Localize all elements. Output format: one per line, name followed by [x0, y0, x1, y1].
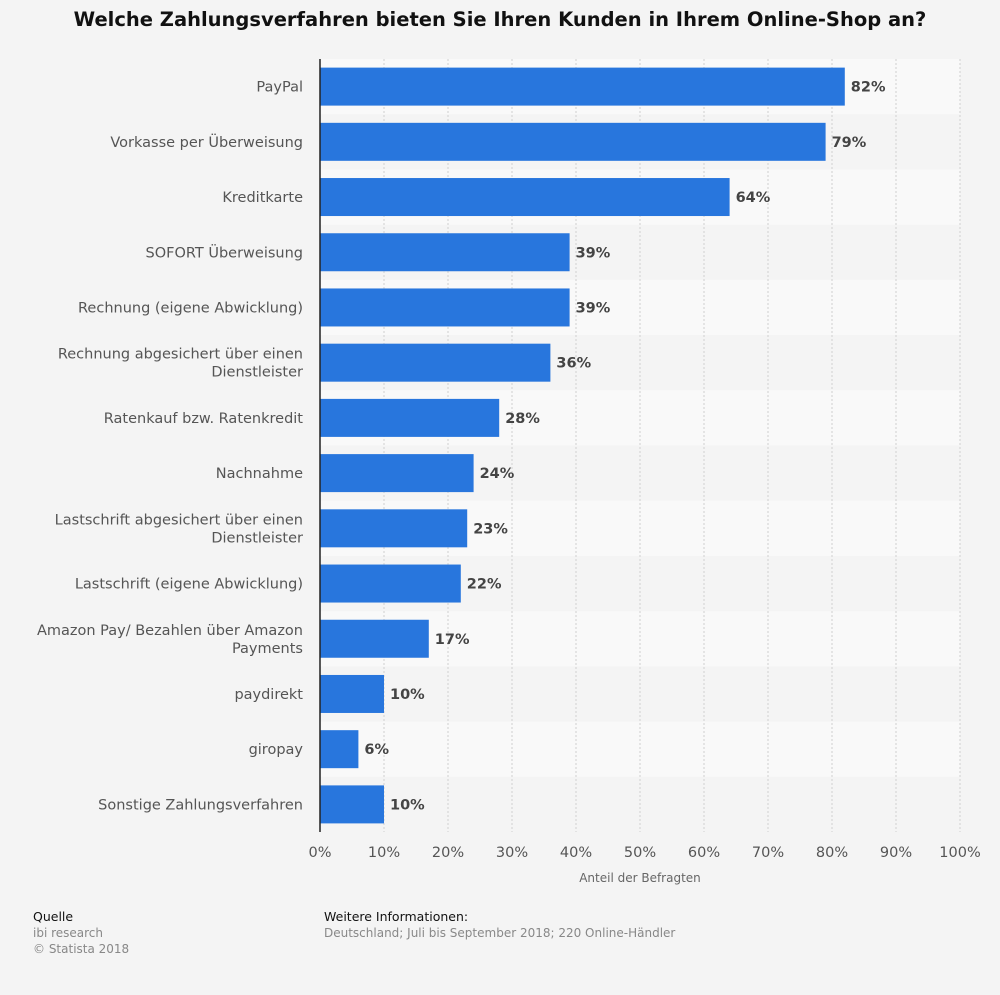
category-label-line: Kreditkarte	[222, 190, 303, 206]
x-tick-label: 100%	[939, 845, 980, 861]
bar-value-label: 82%	[851, 80, 886, 96]
x-axis-title: Anteil der Befragten	[579, 871, 701, 885]
bar	[320, 343, 551, 382]
bar-value-label: 36%	[556, 356, 591, 372]
category-label-line: Lastschrift (eigene Abwicklung)	[75, 577, 303, 593]
bar	[320, 67, 845, 106]
category-label-line: Rechnung (eigene Abwicklung)	[78, 300, 303, 316]
x-tick-label: 30%	[496, 845, 528, 861]
x-tick-label: 20%	[432, 845, 464, 861]
bar-value-label: 39%	[576, 245, 611, 261]
bar-value-label: 24%	[480, 466, 515, 482]
chart-title: Welche Zahlungsverfahren bieten Sie Ihre…	[73, 8, 927, 31]
source-line-1: ibi research	[33, 926, 104, 940]
category-label-line: Dienstleister	[211, 530, 303, 546]
category-label: Nachnahme	[216, 466, 303, 482]
bar-value-label: 10%	[390, 687, 425, 703]
bar	[320, 454, 474, 493]
category-label-line: Lastschrift abgesichert über einen	[55, 512, 303, 528]
info-block: Weitere Informationen: Deutschland; Juli…	[324, 909, 675, 941]
category-label-line: Vorkasse per Überweisung	[110, 133, 303, 151]
x-tick-label: 70%	[752, 845, 784, 861]
category-label: Ratenkauf bzw. Ratenkredit	[104, 411, 304, 427]
category-label-line: Sonstige Zahlungsverfahren	[98, 797, 303, 813]
category-label-line: paydirekt	[234, 687, 303, 703]
bar-value-label: 28%	[505, 411, 540, 427]
bar	[320, 509, 468, 548]
bar	[320, 122, 826, 161]
category-label: Amazon Pay/ Bezahlen über Amazon Payments	[37, 623, 303, 657]
category-label-line: Nachnahme	[216, 466, 303, 482]
x-tick-label: 80%	[816, 845, 848, 861]
category-label-line: Payments	[232, 641, 303, 657]
bar-value-label: 23%	[473, 521, 508, 537]
category-label-line: Rechnung abgesichert über einen	[58, 347, 303, 363]
category-label: Sonstige Zahlungsverfahren	[98, 797, 303, 813]
source-heading: Quelle	[33, 909, 74, 924]
x-tick-label: 50%	[624, 845, 656, 861]
bar	[320, 619, 429, 658]
source-block: Quelle ibi research © Statista 2018	[33, 909, 129, 957]
x-tick-label: 90%	[880, 845, 912, 861]
category-label: Lastschrift abgesichert über einen Dienst…	[55, 512, 303, 546]
bar-value-label: 64%	[736, 190, 771, 206]
bar-value-label: 22%	[467, 577, 502, 593]
category-label-line: giropay	[249, 742, 304, 758]
x-tick-label: 10%	[368, 845, 400, 861]
category-label: giropay	[249, 742, 304, 758]
bar-chart: 0% 10% 20% 30% 40% 50% 60% 70% 80% 90% 100% 82% PayP…	[37, 59, 981, 885]
bar	[320, 398, 500, 437]
bar-value-label: 39%	[576, 300, 611, 316]
bar	[320, 730, 359, 769]
bar-value-label: 79%	[832, 135, 867, 151]
category-label-line: PayPal	[256, 80, 303, 96]
bar	[320, 233, 570, 272]
info-text: Deutschland; Juli bis September 2018; 22…	[324, 926, 676, 940]
category-label: Rechnung abgesichert über einen Dienstlei…	[58, 347, 303, 381]
source-line-2: © Statista 2018	[33, 942, 130, 956]
category-label: Lastschrift (eigene Abwicklung)	[75, 577, 303, 593]
category-label-line: Amazon Pay/ Bezahlen über Amazon	[37, 623, 303, 639]
category-label-line: Ratenkauf bzw. Ratenkredit	[104, 411, 304, 427]
bar	[320, 674, 384, 713]
x-tick-label: 40%	[560, 845, 592, 861]
category-label: SOFORT Überweisung	[145, 243, 303, 261]
category-label: paydirekt	[234, 687, 303, 703]
category-label-line: SOFORT Überweisung	[145, 243, 303, 261]
info-heading: Weitere Informationen:	[324, 909, 469, 924]
category-label: Rechnung (eigene Abwicklung)	[78, 300, 303, 316]
x-tick-label: 60%	[688, 845, 720, 861]
bar	[320, 178, 730, 217]
category-label-line: Dienstleister	[211, 365, 303, 381]
x-tick-label: 0%	[308, 845, 331, 861]
bar-value-label: 17%	[435, 632, 470, 648]
bar	[320, 288, 570, 327]
category-label: Kreditkarte	[222, 190, 303, 206]
bar-value-label: 10%	[390, 797, 425, 813]
bar	[320, 785, 384, 824]
bar	[320, 564, 461, 603]
category-label: PayPal	[256, 80, 303, 96]
bar-value-label: 6%	[364, 742, 389, 758]
category-label: Vorkasse per Überweisung	[110, 133, 303, 151]
